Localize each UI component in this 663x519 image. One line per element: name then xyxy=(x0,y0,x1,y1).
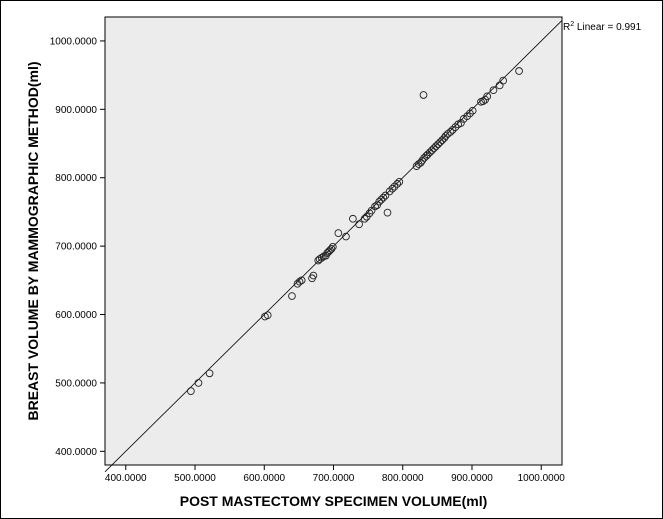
data-point xyxy=(432,142,440,151)
data-point xyxy=(436,138,444,147)
data-point xyxy=(379,193,388,202)
y-tick-label: 400.0000 xyxy=(55,447,97,458)
data-point xyxy=(395,177,404,186)
data-point xyxy=(327,245,336,253)
data-point xyxy=(297,276,306,285)
data-point xyxy=(457,119,465,127)
x-tick-label: 1000.0000 xyxy=(518,473,566,484)
data-point xyxy=(263,311,272,320)
data-point xyxy=(295,277,304,286)
data-point xyxy=(419,91,428,99)
data-point xyxy=(355,220,363,229)
data-point xyxy=(349,214,357,223)
data-point xyxy=(383,208,392,217)
data-point xyxy=(479,97,487,105)
data-point xyxy=(375,197,384,206)
data-point xyxy=(427,146,436,155)
data-point xyxy=(434,140,442,149)
data-point xyxy=(385,187,394,196)
data-point xyxy=(205,369,214,378)
y-tick-label: 900.0000 xyxy=(55,105,97,116)
x-axis: 400.0000 500.0000 600.0000 700.0000 800.0000… xyxy=(105,465,565,484)
data-point xyxy=(446,128,455,136)
x-tick-label: 900.0000 xyxy=(451,473,493,484)
plot-area xyxy=(104,16,563,466)
r-squared-label: R2 Linear = 0.991 xyxy=(563,21,642,33)
data-point xyxy=(381,191,390,200)
data-point xyxy=(393,180,402,188)
data-point xyxy=(390,182,399,191)
data-point xyxy=(448,126,457,134)
y-axis-title: BREAST VOLUME BY MAMMOGRAPHIC METHOD(ml) xyxy=(25,61,41,420)
data-point xyxy=(187,387,195,395)
y-tick-label: 1000.0000 xyxy=(50,36,98,47)
data-point xyxy=(451,123,460,131)
data-point xyxy=(425,148,434,157)
data-point xyxy=(377,195,386,204)
data-point xyxy=(309,271,318,280)
data-point xyxy=(483,92,492,101)
data-point xyxy=(418,156,426,165)
y-tick-label: 600.0000 xyxy=(55,310,97,321)
x-tick-label: 800.0000 xyxy=(382,473,424,484)
x-tick-label: 700.0000 xyxy=(313,473,355,484)
data-point xyxy=(441,132,450,140)
x-tick-label: 400.0000 xyxy=(105,473,147,484)
data-point xyxy=(317,253,326,262)
data-point xyxy=(323,249,332,257)
data-point xyxy=(515,67,523,75)
data-point xyxy=(423,150,432,159)
data-point xyxy=(288,292,296,300)
data-point xyxy=(371,202,379,211)
x-tick-label: 500.0000 xyxy=(174,473,216,484)
y-tick-label: 800.0000 xyxy=(55,173,97,184)
y-tick-label: 500.0000 xyxy=(55,378,97,389)
data-point xyxy=(468,106,477,115)
data-point xyxy=(334,229,343,237)
data-point xyxy=(489,86,498,95)
data-point xyxy=(328,242,337,251)
data-point xyxy=(499,76,507,85)
x-tick-label: 600.0000 xyxy=(243,473,285,484)
data-point xyxy=(315,255,324,263)
y-tick-label: 700.0000 xyxy=(55,242,97,253)
data-point xyxy=(388,184,397,193)
data-point xyxy=(360,214,369,223)
x-axis-title: POST MASTECTOMY SPECIMEN VOLUME(ml) xyxy=(180,493,488,509)
data-points xyxy=(187,67,523,395)
data-point xyxy=(463,112,471,121)
data-point xyxy=(342,232,350,241)
data-point xyxy=(365,209,374,218)
y-axis: 400.0000 500.0000 600.0000 700.0000 800.0000… xyxy=(50,36,105,458)
data-point xyxy=(466,109,474,118)
data-point xyxy=(194,379,203,387)
data-point xyxy=(430,144,438,153)
data-point xyxy=(324,247,333,256)
